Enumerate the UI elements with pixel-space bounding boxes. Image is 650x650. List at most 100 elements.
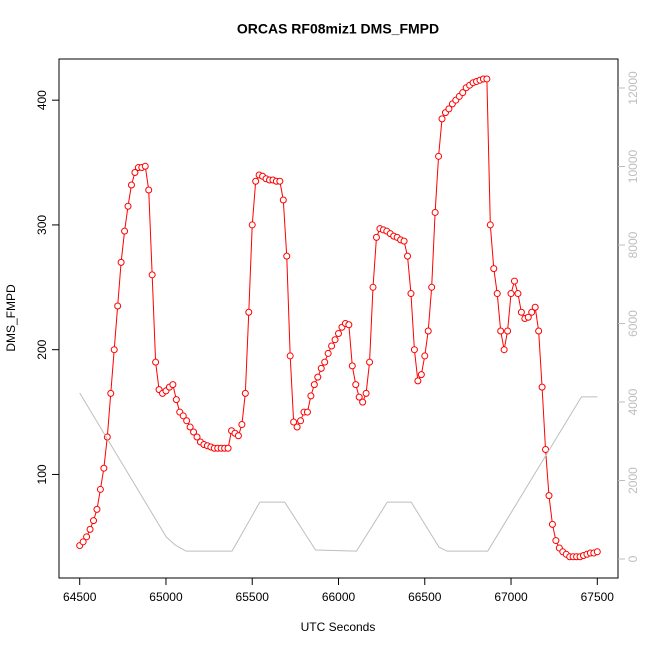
data-point — [545, 492, 553, 500]
data-point — [86, 525, 94, 533]
y2-tick-label: 12000 — [626, 71, 640, 105]
data-point — [248, 221, 256, 229]
data-point — [528, 308, 536, 316]
y2-tick-label: 8000 — [626, 231, 640, 258]
data-point — [431, 208, 439, 216]
data-point — [407, 290, 415, 298]
y-axis-label: DMS_FMPD — [4, 284, 18, 352]
data-point — [172, 396, 180, 404]
data-point — [369, 283, 377, 291]
data-point — [348, 362, 356, 370]
data-point — [317, 364, 325, 372]
data-point — [90, 517, 98, 525]
data-point — [504, 327, 512, 335]
series-line — [79, 78, 598, 558]
data-point — [435, 152, 443, 160]
data-point — [445, 105, 453, 113]
data-point — [335, 329, 342, 337]
data-point — [224, 444, 232, 452]
y2-tick-label: 4000 — [626, 388, 640, 415]
data-point — [193, 433, 201, 441]
data-point — [124, 202, 132, 210]
data-point — [404, 252, 412, 260]
x-tick-label: 64500 — [63, 590, 97, 604]
y-tick-label: 300 — [35, 215, 49, 235]
data-point — [276, 177, 284, 185]
data-point — [486, 221, 494, 229]
data-point — [121, 227, 129, 235]
data-point — [110, 346, 118, 354]
y2-tick-label: 0 — [626, 555, 640, 562]
data-point — [324, 349, 332, 357]
x-tick-label: 67000 — [494, 590, 528, 604]
y2-tick-label: 10000 — [626, 149, 640, 183]
data-point — [297, 417, 305, 425]
data-point — [93, 505, 101, 513]
data-point — [314, 373, 322, 381]
data-point — [362, 389, 370, 397]
data-point — [552, 537, 560, 545]
data-point — [131, 169, 139, 177]
data-point — [83, 533, 91, 541]
data-point — [293, 423, 301, 431]
data-point — [531, 303, 539, 311]
data-point — [279, 196, 287, 204]
data-point — [438, 115, 446, 123]
data-point — [252, 177, 260, 185]
data-point — [510, 277, 518, 285]
data-point — [359, 398, 367, 406]
data-point — [290, 418, 298, 426]
data-point — [345, 321, 353, 329]
chart-title: ORCAS RF08miz1 DMS_FMPD — [237, 21, 439, 37]
data-point — [410, 346, 418, 354]
data-point — [372, 233, 380, 241]
data-point — [286, 352, 294, 360]
data-point — [310, 381, 318, 389]
data-point — [148, 271, 156, 279]
data-point — [417, 371, 425, 379]
data-point — [79, 538, 87, 546]
y-tick-label: 400 — [35, 90, 49, 110]
x-tick-label: 65000 — [149, 590, 183, 604]
data-point — [400, 237, 408, 245]
y2-tick-label: 6000 — [626, 310, 640, 337]
y2-tick-label: 2000 — [626, 467, 640, 494]
data-point — [127, 181, 135, 189]
data-point — [524, 313, 532, 321]
x-tick-label: 65500 — [236, 590, 270, 604]
data-point — [179, 412, 187, 420]
data-point — [500, 346, 508, 354]
data-point — [497, 327, 505, 335]
data-point — [141, 162, 149, 170]
data-point — [117, 258, 125, 266]
data-point — [352, 381, 360, 389]
data-point — [152, 358, 160, 366]
data-point — [459, 89, 467, 97]
data-point — [535, 327, 543, 335]
data-point — [428, 283, 436, 291]
x-tick-label: 67500 — [581, 590, 615, 604]
data-point — [100, 464, 108, 472]
y-tick-label: 200 — [35, 339, 49, 359]
data-point — [307, 392, 315, 400]
data-point — [238, 421, 246, 429]
data-point — [241, 389, 249, 397]
data-point — [107, 389, 115, 397]
data-point — [355, 393, 363, 401]
x-axis-label: UTC Seconds — [301, 620, 376, 634]
data-point — [283, 252, 291, 260]
data-point — [145, 186, 153, 194]
x-tick-label: 66500 — [408, 590, 442, 604]
data-point — [234, 432, 242, 440]
data-point — [96, 485, 104, 493]
data-point — [414, 377, 422, 385]
plot-frame — [58, 58, 619, 579]
data-point — [331, 336, 339, 344]
data-point — [421, 352, 429, 360]
data-point — [114, 302, 122, 310]
data-point — [490, 265, 498, 273]
data-point — [507, 290, 515, 298]
data-point — [548, 520, 556, 528]
